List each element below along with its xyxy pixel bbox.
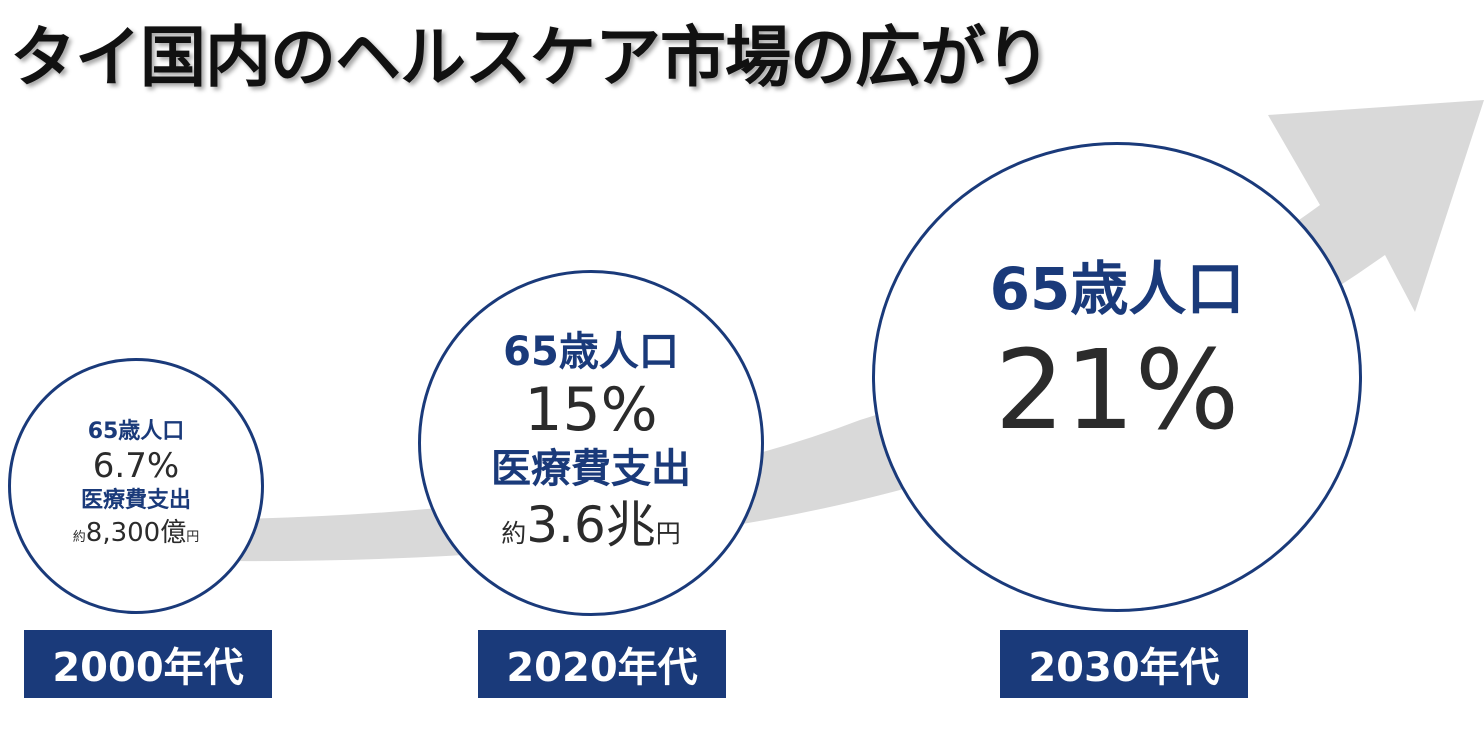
stage-circle-2030s: 65歳人口 21% — [872, 142, 1362, 612]
spending-value: 8,300億 — [85, 518, 187, 549]
population-label: 65歳人口 — [503, 329, 679, 375]
population-value: 6.7% — [92, 446, 180, 487]
decade-label-2000s: 2000年代 — [24, 630, 272, 698]
decade-label-2020s: 2020年代 — [478, 630, 726, 698]
spending-prefix: 約 — [501, 519, 527, 548]
population-label: 65歳人口 — [989, 254, 1245, 323]
page-title: タイ国内のヘルスケア市場の広がり — [10, 19, 1051, 96]
spending-amount: 約8,300億円 — [73, 514, 199, 553]
stage-circle-2020s: 65歳人口 15% 医療費支出 約3.6兆円 — [418, 270, 764, 616]
spending-unit: 円 — [655, 519, 681, 548]
spending-label: 医療費支出 — [491, 446, 691, 492]
spending-unit: 円 — [186, 530, 200, 546]
spending-prefix: 約 — [72, 530, 86, 546]
decade-label-2030s: 2030年代 — [1000, 630, 1248, 698]
population-value: 15% — [524, 375, 658, 445]
spending-label: 医療費支出 — [80, 487, 191, 513]
population-value: 21% — [994, 325, 1240, 454]
population-label: 65歳人口 — [87, 418, 185, 444]
stage-circle-2000s: 65歳人口 6.7% 医療費支出 約8,300億円 — [8, 358, 264, 614]
spending-amount: 約3.6兆円 — [501, 493, 681, 558]
spending-value: 3.6兆 — [526, 496, 656, 554]
